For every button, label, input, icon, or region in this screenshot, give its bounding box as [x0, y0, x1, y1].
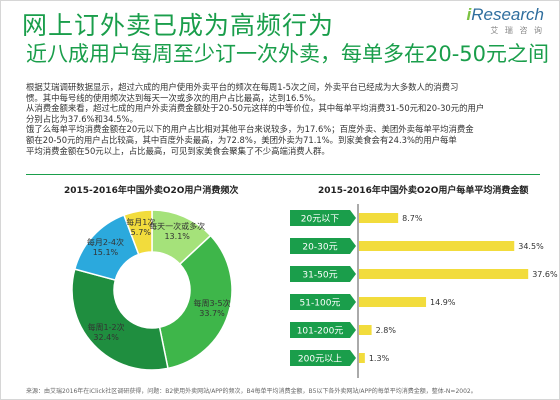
page-subtitle: 近八成用户每周至少订一次外卖，每单多在20-50元之间 — [26, 42, 550, 66]
category-label: 51-100元 — [300, 299, 341, 309]
donut-slice-label: 每周1-2次 32.4% — [87, 323, 125, 343]
category-label: 200元以上 — [298, 354, 342, 365]
category-label-arrow — [350, 294, 356, 310]
category-label-arrow — [350, 238, 356, 254]
bar — [359, 269, 529, 279]
bar-value-label: 14.9% — [430, 298, 456, 307]
bar-value-label: 8.7% — [402, 214, 423, 223]
paragraph-line: 平均消费金额在50元以上，占比最高，可见到家美食会聚集了不少高端消费人群。 — [26, 145, 330, 156]
category-label-arrow — [350, 210, 356, 226]
category-label-box — [290, 322, 350, 338]
donut-chart-title: 2015-2016年中国外卖O2O用户消费频次 — [64, 186, 239, 196]
paragraph-line: 饿了么每单平均消费金额在20元以下的用户占比相对其他平台来说较多，为17.6%；… — [26, 124, 474, 135]
category-label: 20-30元 — [302, 243, 337, 253]
paragraph-line: 从消费金额来看，超过七成的用户外卖消费金额处于20-50元这样的中等价位，其中每… — [26, 103, 485, 114]
bar — [359, 241, 515, 251]
paragraph-line: 惯。其中每号线的使用频次达到每天一次或多次的用户占比最高，达到16.5%。 — [26, 92, 321, 103]
category-label: 20元以下 — [301, 215, 339, 225]
category-label-arrow — [350, 350, 356, 366]
donut-slice-label: 每天一次或多次 13.1% — [149, 222, 206, 242]
bar — [359, 297, 427, 307]
category-label-box — [290, 210, 350, 226]
paragraph-line: 额在20-50元的用户占比较高，其中百度外卖最高，为72.8%，美团外卖为71.… — [26, 134, 457, 145]
paragraph-line: 分别占比为37.6%和34.5%。 — [26, 113, 138, 124]
category-label-box — [290, 266, 350, 282]
bar-chart-title: 2015-2016年中国外卖O2O用户每单平均消费金额 — [318, 186, 529, 196]
category-label-arrow — [350, 266, 356, 282]
bar-value-label: 37.6% — [532, 270, 558, 279]
frequency-donut-chart — [71, 209, 233, 371]
donut-slice-label: 每周3-5次 33.7% — [193, 299, 231, 319]
source-footnote: 来源：由艾瑞2016年在iClick社区调研获得，问题：B2使用外卖网站/APP… — [26, 388, 477, 395]
donut-slice — [158, 234, 233, 370]
donut-slice — [71, 268, 169, 371]
bar-value-label: 2.8% — [376, 326, 397, 335]
page-title: 网上订外卖已成为高频行为 — [22, 11, 335, 40]
category-label: 101-200元 — [297, 327, 344, 337]
donut-slice-label: 每月2-4次 15.1% — [86, 237, 124, 257]
bar-value-label: 34.5% — [518, 242, 544, 251]
bar — [359, 325, 372, 335]
donut-slice — [122, 209, 153, 256]
category-label-box — [290, 238, 350, 254]
donut-slice-label: 每月1次 5.7% — [126, 218, 156, 237]
bar — [359, 353, 365, 363]
paragraph-line: 根据艾瑞调研数据显示，超过六成的用户使用外卖平台的频次在每周1-5次之间，外卖平… — [26, 82, 459, 92]
spending-bar-chart: 20元以下 8.7% 20-30元 34.5% 31-50元 37.6% 51-100元 14… — [290, 204, 558, 378]
category-label-box — [290, 350, 350, 366]
category-label-box — [290, 294, 350, 310]
category-label: 31-50元 — [302, 271, 337, 281]
description-paragraph: 根据艾瑞调研数据显示，超过六成的用户使用外卖平台的频次在每周1-5次之间，外卖平… — [26, 82, 538, 156]
bar — [359, 213, 399, 223]
divider-line — [26, 174, 540, 175]
iresearch-logo: iResearch 艾 瑞 咨 询 — [466, 5, 545, 35]
category-label-arrow — [350, 322, 356, 338]
bar-value-label: 1.3% — [369, 354, 390, 363]
